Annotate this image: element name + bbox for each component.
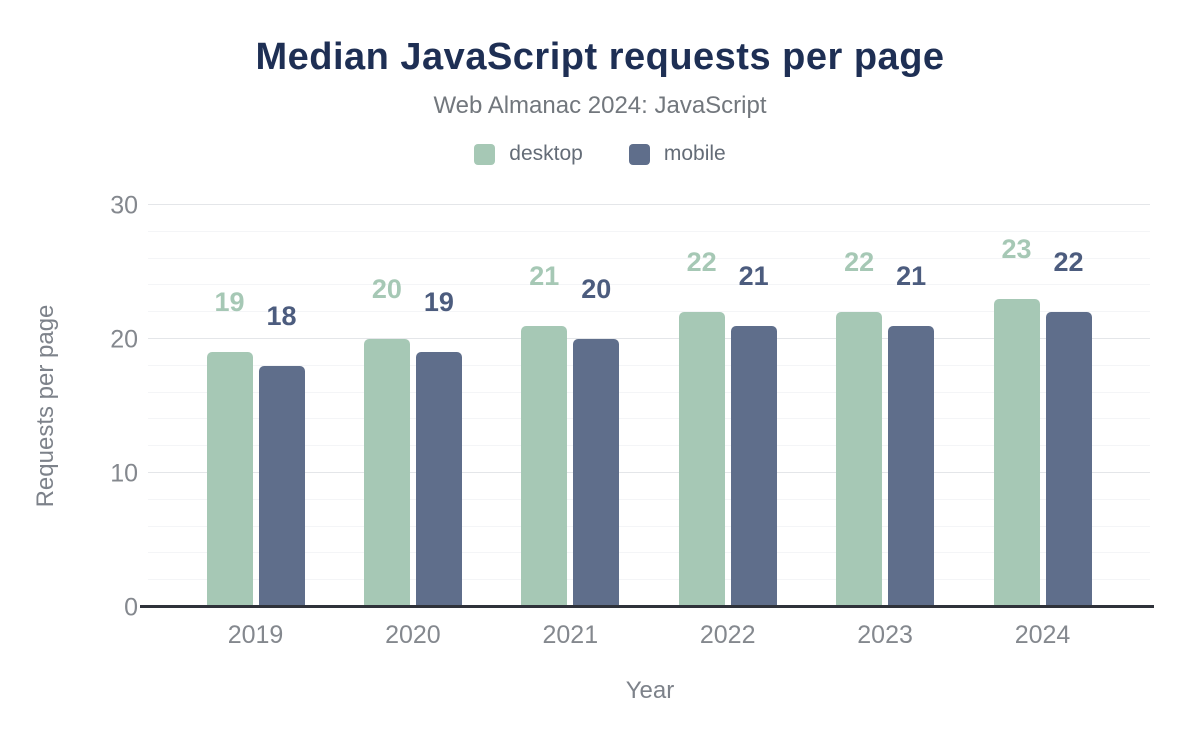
value-label-mobile-2024: 22 — [1053, 247, 1084, 278]
bar-desktop-2024 — [993, 298, 1040, 607]
y-tick-label: 0 — [124, 593, 138, 621]
value-label-desktop-2020: 20 — [371, 274, 402, 304]
minor-gridline — [148, 284, 1150, 286]
minor-gridline — [148, 418, 1150, 420]
value-label-desktop-2024: 23 — [1001, 233, 1032, 264]
x-tick-label-2022: 2022 — [699, 621, 756, 649]
legend-swatch-mobile — [628, 143, 650, 165]
x-tick-label-2023: 2023 — [857, 621, 913, 649]
value-label-desktop-2022: 22 — [686, 247, 717, 278]
value-label-mobile-2021: 20 — [581, 274, 612, 304]
bar-mobile-2021 — [573, 339, 620, 607]
x-tick-label-2021: 2021 — [542, 621, 599, 649]
bar-mobile-2023 — [888, 325, 935, 607]
bar-mobile-2019 — [258, 365, 305, 607]
legend-item-desktop[interactable]: desktop — [474, 142, 583, 166]
x-tick-label-2020: 2020 — [385, 621, 441, 649]
bar-mobile-2020 — [415, 352, 462, 607]
legend: desktop mobile — [0, 142, 1200, 166]
value-label-mobile-2020: 19 — [423, 287, 454, 318]
value-label-mobile-2023: 21 — [896, 260, 927, 291]
legend-item-mobile[interactable]: mobile — [628, 142, 726, 166]
legend-label-mobile: mobile — [663, 142, 726, 165]
y-tick-label: 10 — [110, 459, 138, 487]
plot-area: 0 10 20 30 19 18 2019 20 19 2020 21 20 2021 22 21 2022 2… — [110, 191, 1154, 649]
y-axis-title: Requests per page — [32, 304, 59, 508]
bar-mobile-2022 — [730, 325, 777, 607]
minor-gridline — [148, 579, 1150, 581]
value-label-desktop-2019: 19 — [214, 287, 245, 318]
minor-gridline — [148, 257, 1150, 259]
minor-gridline — [148, 364, 1150, 366]
bar-mobile-2024 — [1045, 312, 1092, 607]
y-tick-label: 30 — [110, 191, 138, 219]
major-gridline — [148, 204, 1150, 205]
minor-gridline — [148, 445, 1150, 447]
minor-gridline — [148, 498, 1150, 500]
bar-desktop-2019 — [206, 352, 253, 607]
bar-desktop-2022 — [678, 312, 725, 607]
value-label-desktop-2021: 21 — [529, 260, 560, 291]
chart-subtitle: Web Almanac 2024: JavaScript — [433, 92, 767, 119]
major-gridline — [148, 472, 1150, 473]
bar-desktop-2023 — [836, 312, 883, 607]
x-axis-baseline — [140, 605, 1154, 608]
value-label-mobile-2022: 21 — [738, 260, 769, 291]
minor-gridline — [148, 391, 1150, 393]
bar-desktop-2020 — [363, 339, 410, 607]
value-label-desktop-2023: 22 — [844, 247, 875, 278]
legend-label-desktop: desktop — [509, 142, 583, 165]
minor-gridline — [148, 311, 1150, 313]
x-axis-title: Year — [625, 677, 675, 704]
x-tick-label-2024: 2024 — [1014, 621, 1071, 649]
value-label-mobile-2019: 18 — [266, 300, 297, 331]
chart-title: Median JavaScript requests per page — [255, 36, 945, 78]
x-tick-label-2019: 2019 — [227, 621, 284, 649]
minor-gridline — [148, 552, 1150, 554]
minor-gridline — [148, 230, 1150, 232]
legend-swatch-desktop — [474, 143, 496, 165]
y-tick-label: 20 — [110, 325, 138, 353]
major-gridline — [148, 338, 1150, 339]
bar-desktop-2021 — [521, 325, 568, 607]
minor-gridline — [148, 525, 1150, 527]
